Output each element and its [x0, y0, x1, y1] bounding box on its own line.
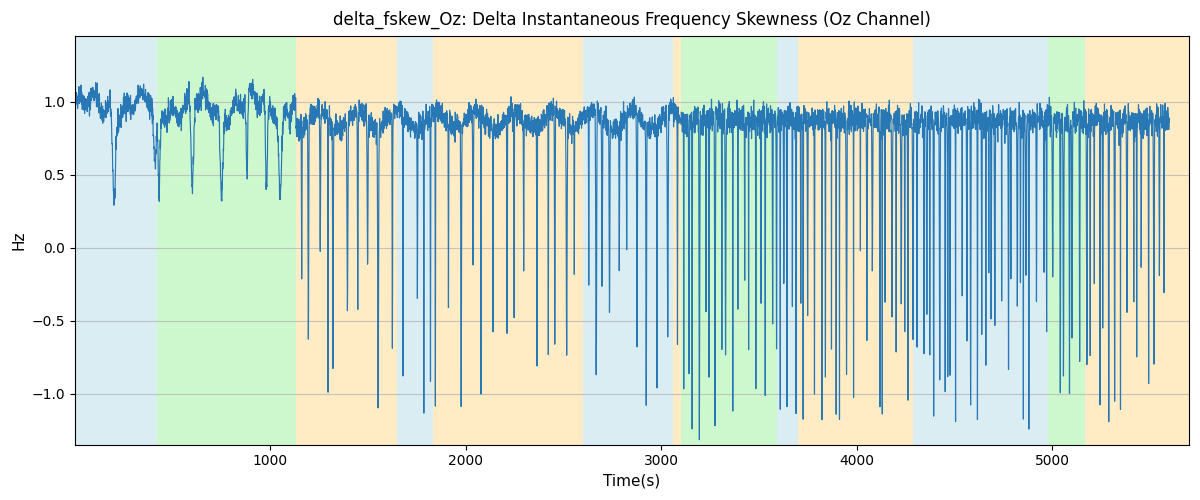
Bar	[296, 36, 397, 445]
Bar	[1048, 36, 1085, 445]
Bar	[76, 36, 157, 445]
Bar	[1085, 36, 1189, 445]
Title: delta_fskew_Oz: Delta Instantaneous Frequency Skewness (Oz Channel): delta_fskew_Oz: Delta Instantaneous Freq…	[334, 11, 931, 30]
Bar	[397, 36, 433, 445]
Bar	[157, 36, 296, 445]
Bar	[680, 36, 776, 445]
X-axis label: Time(s): Time(s)	[604, 474, 660, 489]
Bar	[913, 36, 1048, 445]
Bar	[776, 36, 798, 445]
Bar	[673, 36, 680, 445]
Bar	[433, 36, 583, 445]
Y-axis label: Hz: Hz	[11, 230, 26, 250]
Bar	[583, 36, 673, 445]
Bar	[798, 36, 913, 445]
